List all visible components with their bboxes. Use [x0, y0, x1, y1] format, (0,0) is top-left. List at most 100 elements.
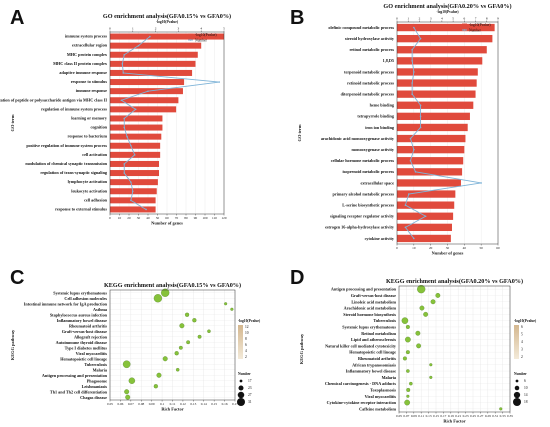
go-a-category-label: regulation of immune system process	[41, 106, 107, 111]
go-b-category-label: arachidonic acid monooxygenase activity	[321, 136, 395, 141]
go-a-bottom-tick-label: 20	[127, 216, 131, 220]
kegg-d-category-label: Graft-versus-host disease	[351, 293, 396, 298]
go-b-legend-line-point	[463, 29, 466, 31]
kegg-c-bubble	[224, 302, 228, 306]
kegg-c-category-label: Malaria	[93, 367, 108, 372]
kegg-d-category-label: Steroid hormone biosynthesis	[343, 312, 396, 317]
kegg-c-category-label: Phagosome	[87, 378, 107, 383]
go-b-bar	[397, 90, 476, 98]
go-b-number-point	[419, 104, 422, 107]
kegg-d-category-label: Antigen processing and presentation	[331, 287, 397, 292]
kegg-c-category-label: Rheumatoid arthritis	[69, 323, 107, 328]
kegg-d-size-legend-label: 18	[524, 400, 528, 404]
go-a-bar	[110, 142, 161, 149]
go-a-category-label: learning or memory	[71, 116, 108, 121]
kegg-d-size-legend-label: 14	[524, 393, 528, 397]
go-b-number-line	[404, 27, 482, 239]
go-a-category-label: immune response	[76, 88, 107, 93]
kegg-d-category-label: African trypanosomiasis	[352, 362, 396, 367]
go-b-category-label: retinoid metabolic process	[347, 80, 394, 85]
go-b-bar	[397, 201, 455, 209]
panel-label-b: B	[290, 7, 304, 29]
go-a-category-label: immune system process	[65, 34, 107, 39]
go-a-number-point	[149, 35, 151, 38]
kegg-d-title: KEGG enrichment analysis(GFA0.20% vs GFA…	[386, 278, 523, 285]
kegg-d-bubble	[401, 317, 409, 324]
kegg-d-bubble	[430, 299, 436, 305]
kegg-c-category-label: Tuberculosis	[84, 362, 107, 367]
go-b-category-label: isoprenoid metabolic process	[343, 169, 395, 174]
go-a-bottom-tick-label: 50	[156, 216, 160, 220]
go-b-number-point	[404, 204, 407, 206]
kegg-c-x-tick-label: 0.06	[117, 402, 123, 406]
go-b-bottom-tick-label: 50	[479, 246, 483, 250]
kegg-d-category-label: Linoleic acid metabolism	[351, 299, 396, 304]
go-b-category-label: L-serine biosynthetic process	[342, 202, 394, 207]
go-b-bar	[397, 46, 487, 54]
go-b-category-label: estrogen 16-alpha-hydroxylase activity	[325, 225, 395, 230]
kegg-d-category-label: Viral myocarditis	[365, 394, 397, 399]
go-b-bottom-tick-label: 40	[463, 246, 467, 250]
go-a-bar	[110, 69, 193, 76]
go-a-top-tick-label: 5	[223, 27, 225, 31]
go-a-number-point	[123, 126, 126, 129]
kegg-c-color-scale-label: 2	[245, 355, 247, 359]
kegg-d-bubble	[429, 375, 433, 379]
go-a-number-point	[137, 44, 140, 47]
kegg-d-x-tick-label: 0.23	[463, 414, 469, 418]
go-b-number-point	[424, 215, 427, 218]
go-a-number-point	[130, 181, 132, 183]
kegg-d-size-legend-dot	[515, 379, 519, 383]
kegg-c-size-legend-dot	[237, 391, 245, 399]
panel-label-d: D	[290, 267, 304, 289]
kegg-d-x-tick-label: 0.31	[492, 414, 498, 418]
kegg-d-category-label: Arachidonic acid metabolism	[344, 306, 397, 311]
go-a-bar	[110, 60, 196, 67]
go-a-number-point	[147, 90, 149, 92]
go-a-category-label: cell adhesion	[84, 197, 108, 202]
kegg-d-x-tick-label: 0.07	[403, 414, 409, 418]
kegg-c-color-scale-label: 6	[245, 343, 247, 347]
go-b-top-tick-label: 9	[497, 17, 499, 21]
go-a-bottom-tick-label: 100	[202, 216, 207, 220]
kegg-d-category-label: Malaria	[382, 375, 397, 380]
kegg-c-category-label: Graft-versus-host disease	[62, 329, 107, 334]
go-a-category-label: response to stimulus	[71, 79, 108, 84]
go-b-number-point	[407, 193, 410, 195]
go-b-bottom-tick-label: 0	[396, 246, 398, 250]
kegg-d-x-tick-label: 0.15	[433, 414, 439, 418]
go-a-bar	[110, 124, 163, 131]
kegg-d-x-tick-label: 0.33	[500, 414, 506, 418]
go-a-category-label: lymphocyte activation	[68, 179, 108, 184]
kegg-c-x-tick-label: 0.09	[149, 402, 155, 406]
go-a-number-point	[130, 199, 132, 202]
kegg-c-bubble	[178, 345, 183, 350]
kegg-chart-d: KEGG enrichment analysis(GFA0.20% vs GFA…	[299, 278, 537, 424]
kegg-c-x-tick-label: 0.15	[211, 402, 217, 406]
kegg-c-bubble	[192, 318, 197, 323]
kegg-d-color-legend-title: -log10(Pvalue)	[514, 319, 537, 323]
kegg-c-category-label: Allograft rejection	[74, 334, 108, 339]
go-a-bar	[110, 42, 202, 49]
go-a-bottom-tick-label: 120	[221, 216, 226, 220]
go-b-number-point	[411, 60, 413, 62]
go-a-number-point	[120, 99, 123, 102]
go-b-category-label: monooxygenase activity	[352, 147, 395, 152]
kegg-c-category-label: Type I diabetes mellitus	[65, 345, 108, 350]
go-a-bar	[110, 79, 185, 86]
kegg-d-x-tick-label: 0.21	[455, 414, 461, 418]
kegg-c-size-legend-label: 31	[248, 400, 252, 404]
go-b-number-point	[419, 37, 422, 40]
go-a-bar	[110, 133, 162, 140]
kegg-c-size-legend-label: 23	[248, 386, 252, 390]
go-b-number-point	[411, 82, 413, 84]
kegg-c-bubble	[153, 294, 163, 303]
kegg-d-color-scale-label: 3	[521, 348, 523, 352]
go-b-category-label: retinol metabolic process	[349, 47, 394, 52]
kegg-d-size-legend-title: Number	[514, 372, 527, 376]
go-a-number-point	[132, 190, 134, 193]
kegg-c-category-label: Leishmaniasis	[82, 384, 108, 389]
kegg-d-bubble	[419, 305, 425, 311]
kegg-c-bubble	[175, 368, 180, 372]
